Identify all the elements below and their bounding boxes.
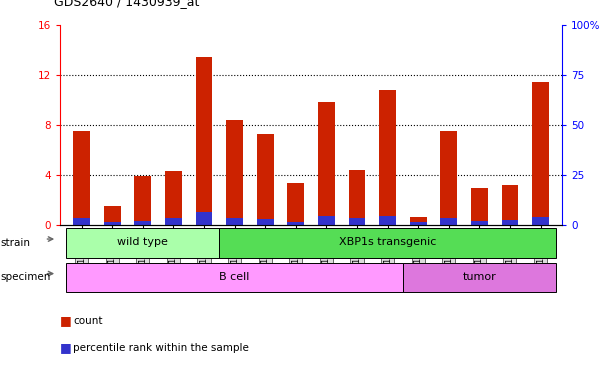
Bar <box>219 228 556 258</box>
Bar <box>532 217 549 225</box>
Bar <box>134 221 151 225</box>
Text: wild type: wild type <box>117 237 168 247</box>
Bar <box>257 134 273 225</box>
Bar <box>471 189 488 225</box>
Bar <box>349 218 365 225</box>
Bar <box>104 222 121 225</box>
Bar <box>410 217 427 225</box>
Text: strain: strain <box>1 238 31 248</box>
Bar <box>410 222 427 225</box>
Text: percentile rank within the sample: percentile rank within the sample <box>73 343 249 353</box>
Text: ■: ■ <box>60 341 72 354</box>
Bar <box>287 184 304 225</box>
Text: ■: ■ <box>60 314 72 327</box>
Bar <box>226 120 243 225</box>
Bar <box>134 176 151 225</box>
Bar <box>165 171 182 225</box>
Bar <box>104 206 121 225</box>
Text: specimen: specimen <box>1 272 51 283</box>
Bar <box>66 228 219 258</box>
Text: B cell: B cell <box>219 272 249 282</box>
Bar <box>471 221 488 225</box>
Bar <box>379 216 396 225</box>
Bar <box>501 220 518 225</box>
Bar <box>501 185 518 225</box>
Text: tumor: tumor <box>462 272 496 282</box>
Bar <box>532 83 549 225</box>
Bar <box>287 222 304 225</box>
Bar <box>379 90 396 225</box>
Text: XBP1s transgenic: XBP1s transgenic <box>339 237 436 247</box>
Text: count: count <box>73 316 103 326</box>
Bar <box>165 218 182 225</box>
Bar <box>349 170 365 225</box>
Bar <box>403 263 556 292</box>
Bar <box>73 131 90 225</box>
Bar <box>441 131 457 225</box>
Text: GDS2640 / 1430939_at: GDS2640 / 1430939_at <box>54 0 200 8</box>
Bar <box>66 263 403 292</box>
Bar <box>226 218 243 225</box>
Bar <box>318 103 335 225</box>
Bar <box>441 218 457 225</box>
Bar <box>73 218 90 225</box>
Bar <box>195 58 212 225</box>
Bar <box>257 219 273 225</box>
Bar <box>318 216 335 225</box>
Bar <box>195 212 212 225</box>
